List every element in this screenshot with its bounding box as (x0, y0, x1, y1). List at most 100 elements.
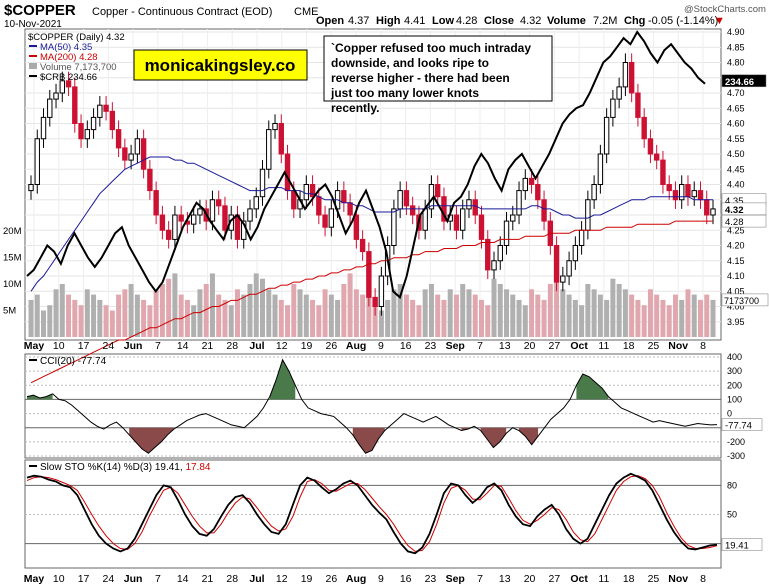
volume-bar (504, 289, 510, 337)
cci-tick-label: 400 (727, 352, 742, 362)
volume-bar (97, 299, 103, 337)
low-label: Low (432, 15, 454, 27)
candle-body (147, 168, 153, 192)
candle-body (391, 208, 397, 246)
cci-tick-label: 0 (727, 409, 732, 419)
candle-body (190, 214, 197, 225)
cci-tick-label: 100 (727, 394, 742, 404)
legend-ma50: MA(50) 4.35 (40, 42, 92, 53)
candle-body (178, 214, 184, 222)
ma50-line (30, 156, 713, 292)
x-tick-label-bottom: 18 (623, 573, 635, 585)
volume-bar (347, 273, 353, 337)
x-tick-label-top: 26 (325, 340, 337, 352)
x-tick-label-top: Sep (446, 340, 465, 352)
candle-body (672, 190, 679, 201)
volume-bar (260, 278, 266, 337)
volume-bar (422, 289, 428, 337)
candle-body (109, 110, 116, 131)
volume-bar (59, 284, 65, 337)
chart-description: Copper - Continuous Contract (EOD) (92, 6, 272, 18)
volume-bar (654, 294, 660, 337)
x-tick-label-bottom: 7 (155, 573, 161, 585)
candle-body (222, 205, 228, 231)
volume-bar (704, 294, 710, 337)
x-tick-label-bottom: Nov (668, 573, 688, 585)
x-tick-label-top: 23 (425, 340, 437, 352)
volume-bar (416, 305, 422, 337)
candle-body (466, 199, 472, 210)
candle-body (697, 190, 704, 201)
change-value: -0.05 (-1.14%) (648, 15, 718, 27)
cci-line (26, 358, 718, 454)
cci-overbought-area (269, 359, 296, 400)
x-tick-label-top: May (24, 340, 45, 352)
x-tick-label-bottom: 19 (301, 573, 313, 585)
candle-body (560, 275, 566, 283)
x-tick-label-bottom: 11 (598, 573, 609, 585)
x-tick-label-top: 24 (102, 340, 114, 352)
volume-bar (697, 299, 703, 337)
candle-body (666, 184, 672, 192)
open-label: Open (316, 15, 344, 27)
candle-body (309, 184, 316, 198)
candle-body (115, 129, 122, 149)
annotation-line: just too many lower knots (330, 86, 479, 100)
x-tick-label-bottom: 17 (78, 573, 90, 585)
candle-body (497, 245, 503, 262)
legend-crb: $CRB 234.66 (40, 72, 97, 83)
volume-tick-label: 20M (3, 226, 22, 237)
volume-bar (378, 310, 384, 337)
volume-bar (303, 294, 309, 337)
annotation-text: `Copper refused too much intraday downsid… (330, 41, 531, 115)
x-tick-label-bottom: Aug (346, 573, 366, 585)
volume-bar (579, 305, 585, 337)
stoch-k-line (26, 472, 718, 555)
volume-bar (403, 294, 409, 337)
price-tick-label: 4.15 (727, 256, 745, 266)
ma50-value-tag: 4.35 (725, 196, 744, 207)
candle-body (165, 229, 172, 240)
x-tick-label-top: 20 (524, 340, 536, 352)
candle-body (710, 208, 716, 216)
candle-body (353, 214, 360, 240)
volume-bar (629, 294, 635, 337)
volume-bar (685, 289, 691, 337)
volume-bar (541, 299, 547, 337)
volume-bar (166, 278, 172, 337)
candle-body (303, 184, 310, 201)
volume-bar (391, 289, 397, 337)
price-tick-label: 4.05 (727, 286, 745, 296)
volume-value: 7.2M (593, 15, 617, 27)
price-tick-label: 4.65 (727, 103, 745, 113)
candle-body (460, 208, 466, 231)
candle-body (528, 177, 535, 185)
candle-body (578, 229, 585, 246)
candle-body (541, 199, 547, 222)
candle-body (134, 138, 141, 155)
x-tick-label-bottom: Sep (446, 573, 465, 585)
x-tick-label-top: 18 (623, 340, 635, 352)
volume-bar (385, 299, 391, 337)
price-legend: $COPPER (Daily) 4.32 MA(50) 4.35 MA(200)… (28, 32, 125, 83)
volume-bar (566, 294, 572, 337)
volume-bar (635, 299, 641, 337)
volume-bar (116, 294, 122, 337)
candle-body (359, 238, 366, 253)
volume-bar (66, 294, 72, 337)
candle-body (679, 184, 685, 201)
price-tick-label: 4.85 (727, 42, 745, 52)
high-value: 4.41 (404, 15, 425, 27)
candle-body (209, 199, 216, 222)
x-tick-label-top: Jun (124, 340, 143, 352)
candle-body (378, 275, 385, 307)
candle-body (622, 62, 629, 88)
x-tick-label-top: 17 (78, 340, 90, 352)
annotation-box (323, 35, 553, 102)
candle-body (341, 190, 347, 204)
volume-bar (91, 294, 97, 337)
close-value: 4.32 (520, 15, 541, 27)
x-tick-label-top: Aug (346, 340, 366, 352)
volume-bar (647, 289, 653, 337)
brand-label-box (133, 49, 308, 81)
